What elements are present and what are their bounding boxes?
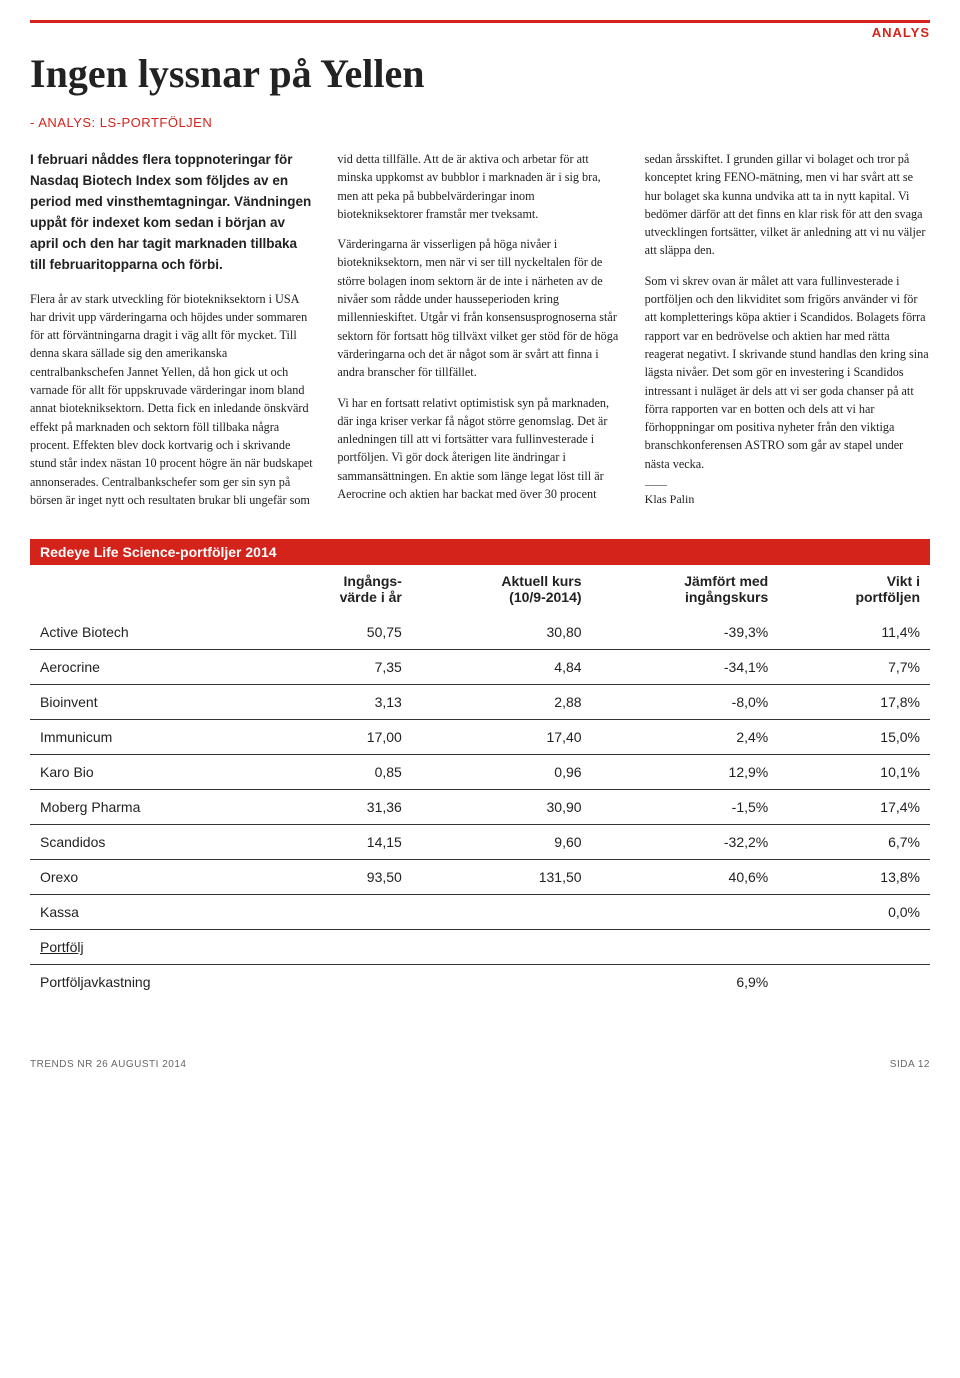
table-cell: 0,85: [264, 755, 412, 790]
table-cell: Portfölj: [30, 930, 264, 965]
table-row: Immunicum17,0017,402,4%15,0%: [30, 720, 930, 755]
table-cell: 30,90: [412, 790, 592, 825]
table-cell: 30,80: [412, 615, 592, 650]
table-cell: 6,7%: [778, 825, 930, 860]
table-cell: [592, 895, 779, 930]
header-accent-bar: [30, 20, 930, 23]
table-cell: 0,0%: [778, 895, 930, 930]
col-aktuell-kurs: Aktuell kurs(10/9-2014): [412, 565, 592, 615]
table-cell: 50,75: [264, 615, 412, 650]
table-row: Karo Bio0,850,9612,9%10,1%: [30, 755, 930, 790]
table-cell: 131,50: [412, 860, 592, 895]
table-cell: 2,4%: [592, 720, 779, 755]
table-cell: -34,1%: [592, 650, 779, 685]
table-cell: Active Biotech: [30, 615, 264, 650]
table-cell: Aerocrine: [30, 650, 264, 685]
col-name: [30, 565, 264, 615]
table-row: Active Biotech50,7530,80-39,3%11,4%: [30, 615, 930, 650]
table-row-avkastning: Portföljavkastning 6,9%: [30, 965, 930, 1000]
table-cell: 40,6%: [592, 860, 779, 895]
table-cell: 93,50: [264, 860, 412, 895]
article-body: I februari nåddes flera toppnoteringar f…: [30, 150, 930, 509]
table-cell: 14,15: [264, 825, 412, 860]
page-footer: TRENDS NR 26 AUGUSTI 2014 SIDA 12: [30, 1059, 930, 1070]
table-cell: 4,84: [412, 650, 592, 685]
article-intro: I februari nåddes flera toppnoteringar f…: [30, 150, 315, 276]
section-label: ANALYS: [30, 25, 930, 40]
table-cell: [264, 895, 412, 930]
table-row: Moberg Pharma31,3630,90-1,5%17,4%: [30, 790, 930, 825]
table-cell: [412, 895, 592, 930]
table-cell: 6,9%: [592, 965, 779, 1000]
portfolio-table-title: Redeye Life Science-portföljer 2014: [30, 539, 930, 565]
byline-separator: [645, 485, 667, 486]
table-cell: Scandidos: [30, 825, 264, 860]
portfolio-table: Ingångs-värde i år Aktuell kurs(10/9-201…: [30, 565, 930, 999]
table-cell: [592, 930, 779, 965]
table-cell: [264, 930, 412, 965]
table-cell: 10,1%: [778, 755, 930, 790]
table-row: Orexo93,50131,5040,6%13,8%: [30, 860, 930, 895]
table-cell: Kassa: [30, 895, 264, 930]
table-cell: 2,88: [412, 685, 592, 720]
table-row: Bioinvent3,132,88-8,0%17,8%: [30, 685, 930, 720]
footer-issue: TRENDS NR 26 AUGUSTI 2014: [30, 1059, 186, 1070]
article-byline: Klas Palin: [645, 490, 930, 508]
table-cell: 15,0%: [778, 720, 930, 755]
table-row: Aerocrine7,354,84-34,1%7,7%: [30, 650, 930, 685]
table-cell: 12,9%: [592, 755, 779, 790]
table-cell: 9,60: [412, 825, 592, 860]
table-cell: 17,00: [264, 720, 412, 755]
table-cell: [264, 965, 412, 1000]
footer-page: SIDA 12: [890, 1059, 930, 1070]
article-paragraph: Värderingarna är visserligen på höga niv…: [337, 235, 622, 381]
table-header-row: Ingångs-värde i år Aktuell kurs(10/9-201…: [30, 565, 930, 615]
table-cell: 17,8%: [778, 685, 930, 720]
table-cell: 7,35: [264, 650, 412, 685]
article-paragraph: Som vi skrev ovan är målet att vara full…: [645, 272, 930, 473]
table-cell: [778, 930, 930, 965]
table-cell: 11,4%: [778, 615, 930, 650]
table-cell: Karo Bio: [30, 755, 264, 790]
table-cell: [412, 930, 592, 965]
table-cell: 0,96: [412, 755, 592, 790]
col-vikt: Vikt iportföljen: [778, 565, 930, 615]
table-cell: [412, 965, 592, 1000]
table-cell: Portföljavkastning: [30, 965, 264, 1000]
table-row-kassa: Kassa 0,0%: [30, 895, 930, 930]
table-cell: -32,2%: [592, 825, 779, 860]
table-cell: 17,40: [412, 720, 592, 755]
col-jamfort: Jämfört medingångskurs: [592, 565, 779, 615]
table-cell: -8,0%: [592, 685, 779, 720]
table-cell: 31,36: [264, 790, 412, 825]
col-ingangsvarde: Ingångs-värde i år: [264, 565, 412, 615]
article-subheadline: - ANALYS: LS-PORTFÖLJEN: [30, 115, 930, 130]
table-cell: -39,3%: [592, 615, 779, 650]
table-cell: Immunicum: [30, 720, 264, 755]
table-row-portfolj: Portfölj: [30, 930, 930, 965]
table-cell: 7,7%: [778, 650, 930, 685]
table-cell: Moberg Pharma: [30, 790, 264, 825]
table-cell: -1,5%: [592, 790, 779, 825]
table-row: Scandidos14,159,60-32,2%6,7%: [30, 825, 930, 860]
article-headline: Ingen lyssnar på Yellen: [30, 50, 930, 97]
table-cell: [778, 965, 930, 1000]
table-cell: 3,13: [264, 685, 412, 720]
table-cell: 17,4%: [778, 790, 930, 825]
table-cell: Orexo: [30, 860, 264, 895]
table-cell: Bioinvent: [30, 685, 264, 720]
table-cell: 13,8%: [778, 860, 930, 895]
